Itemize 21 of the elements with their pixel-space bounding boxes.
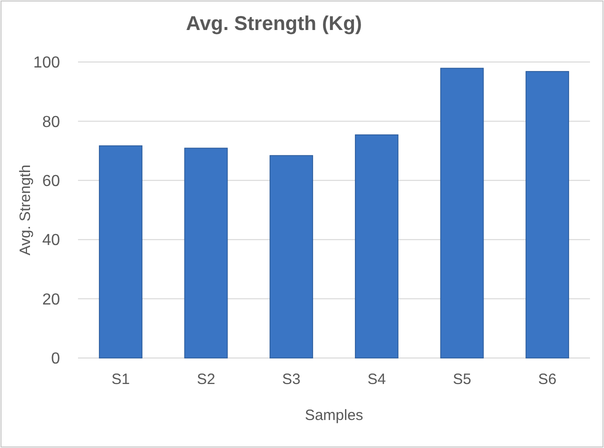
x-tick-label: S4	[367, 371, 386, 388]
y-tick-label: 80	[42, 114, 60, 131]
y-tick-label: 60	[42, 173, 60, 190]
bar	[270, 155, 314, 358]
bar	[184, 148, 228, 358]
x-tick-label: S3	[282, 371, 301, 388]
x-tick-label: S2	[196, 371, 216, 388]
y-axis-title: Avg. Strength	[17, 164, 34, 256]
chart-title: Avg. Strength (Kg)	[186, 13, 362, 35]
bar	[526, 71, 570, 358]
bar	[354, 134, 398, 358]
bar	[440, 68, 484, 358]
x-axis-title: Samples	[304, 407, 364, 424]
x-tick-label: S5	[452, 371, 472, 388]
y-tick-label: 20	[42, 291, 60, 308]
x-tick-label: S6	[538, 371, 557, 388]
y-tick-label: 100	[33, 54, 60, 72]
y-tick-label: 0	[51, 350, 60, 368]
bar	[98, 145, 142, 358]
x-tick-label: S1	[111, 371, 130, 388]
y-tick-label: 40	[42, 232, 60, 250]
